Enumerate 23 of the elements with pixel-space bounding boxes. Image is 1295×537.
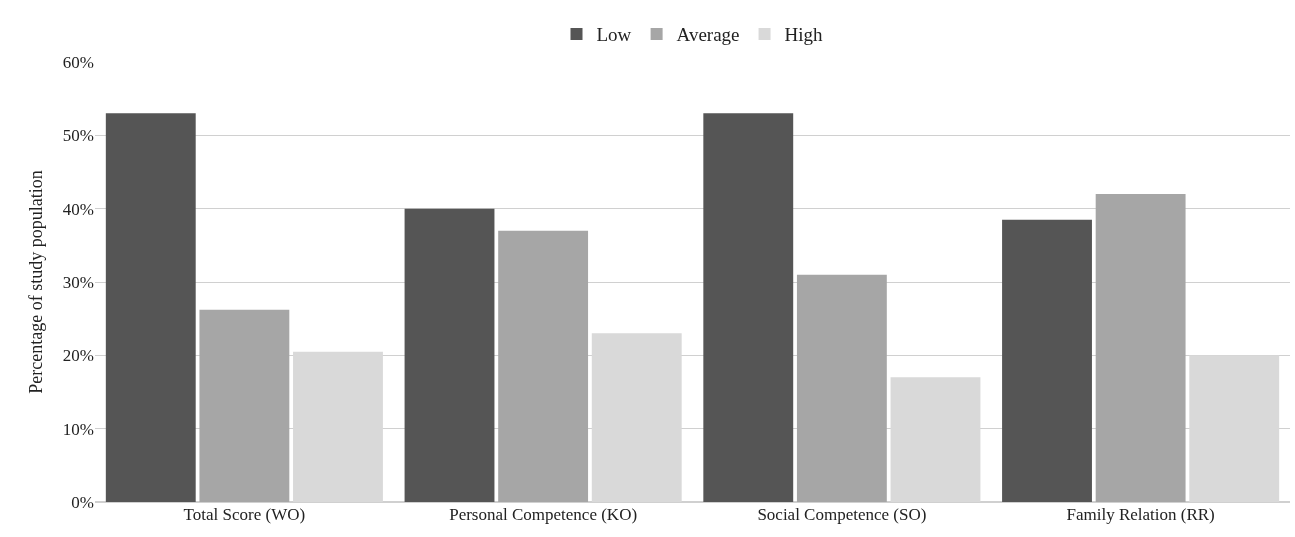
y-tick-label: 30%: [62, 272, 94, 292]
y-tick-label: 20%: [62, 346, 94, 366]
y-tick-label: 60%: [62, 52, 94, 72]
legend-label: Average: [676, 24, 740, 46]
x-tick-label: Family Relation (RR): [1066, 505, 1215, 524]
x-tick-label: Social Competence (SO): [757, 505, 927, 524]
bar: [796, 274, 887, 502]
x-tick-label: Total Score (WO): [183, 505, 306, 524]
legend-label: High: [784, 24, 824, 46]
x-tick-label: Personal Competence (KO): [449, 505, 638, 524]
y-tick-label: 10%: [62, 419, 94, 439]
bar: [404, 208, 495, 502]
y-tick-label: 40%: [62, 199, 94, 219]
legend-label: Low: [596, 24, 632, 46]
bar: [703, 113, 794, 502]
bar: [105, 113, 196, 502]
bar: [498, 230, 589, 502]
bar: [199, 309, 290, 502]
bar: [1095, 194, 1186, 502]
bar: [1002, 219, 1092, 502]
y-tick-label: 0%: [71, 492, 94, 512]
y-axis-title: Percentage of study population: [26, 170, 47, 394]
y-tick-label: 50%: [62, 126, 94, 146]
